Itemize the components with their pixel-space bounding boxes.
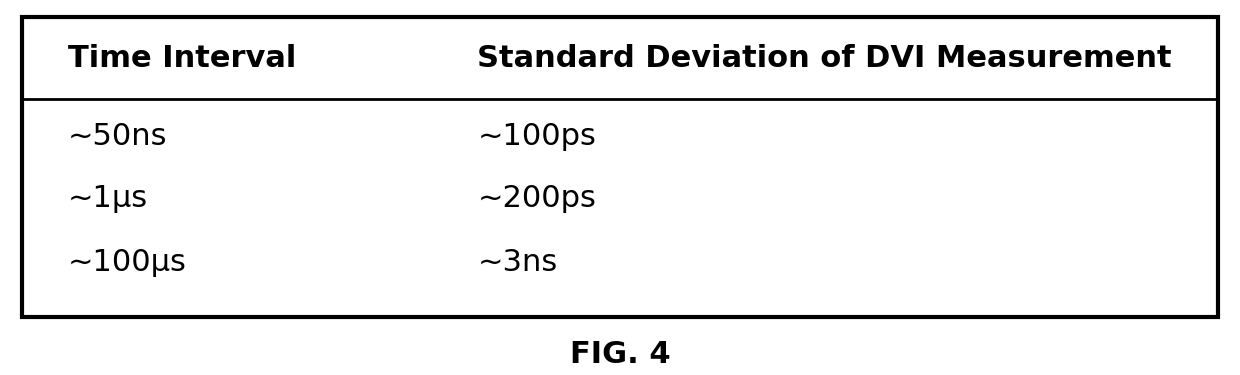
Text: ~50ns: ~50ns [68, 122, 167, 152]
Text: Standard Deviation of DVI Measurement: Standard Deviation of DVI Measurement [477, 44, 1172, 73]
Text: ~3ns: ~3ns [477, 248, 558, 277]
Text: ~100ps: ~100ps [477, 122, 596, 152]
Text: ~200ps: ~200ps [477, 184, 596, 213]
Text: FIG. 4: FIG. 4 [569, 340, 671, 369]
Bar [22, 17, 1218, 317]
Text: Time Interval: Time Interval [68, 44, 296, 73]
Text: ~100μs: ~100μs [68, 248, 187, 277]
Text: ~1μs: ~1μs [68, 184, 149, 213]
